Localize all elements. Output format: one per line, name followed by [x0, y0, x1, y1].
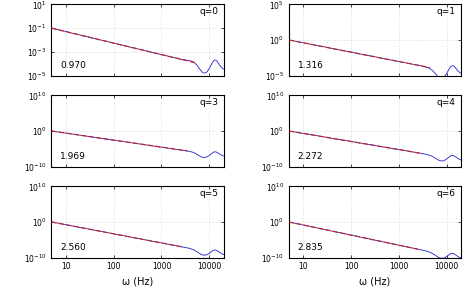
Text: q=5: q=5 — [199, 189, 219, 198]
X-axis label: ω (Hz): ω (Hz) — [122, 277, 153, 287]
Text: q=6: q=6 — [437, 189, 456, 198]
Text: q=1: q=1 — [437, 7, 456, 16]
Text: 2.272: 2.272 — [298, 152, 323, 161]
X-axis label: ω (Hz): ω (Hz) — [359, 277, 391, 287]
Text: 2.835: 2.835 — [298, 243, 323, 252]
Text: 1.969: 1.969 — [60, 152, 86, 161]
Text: q=0: q=0 — [199, 7, 219, 16]
Text: q=3: q=3 — [199, 98, 219, 107]
Text: q=4: q=4 — [437, 98, 456, 107]
Text: 2.560: 2.560 — [60, 243, 86, 252]
Text: 0.970: 0.970 — [60, 61, 86, 70]
Text: 1.316: 1.316 — [298, 61, 323, 70]
